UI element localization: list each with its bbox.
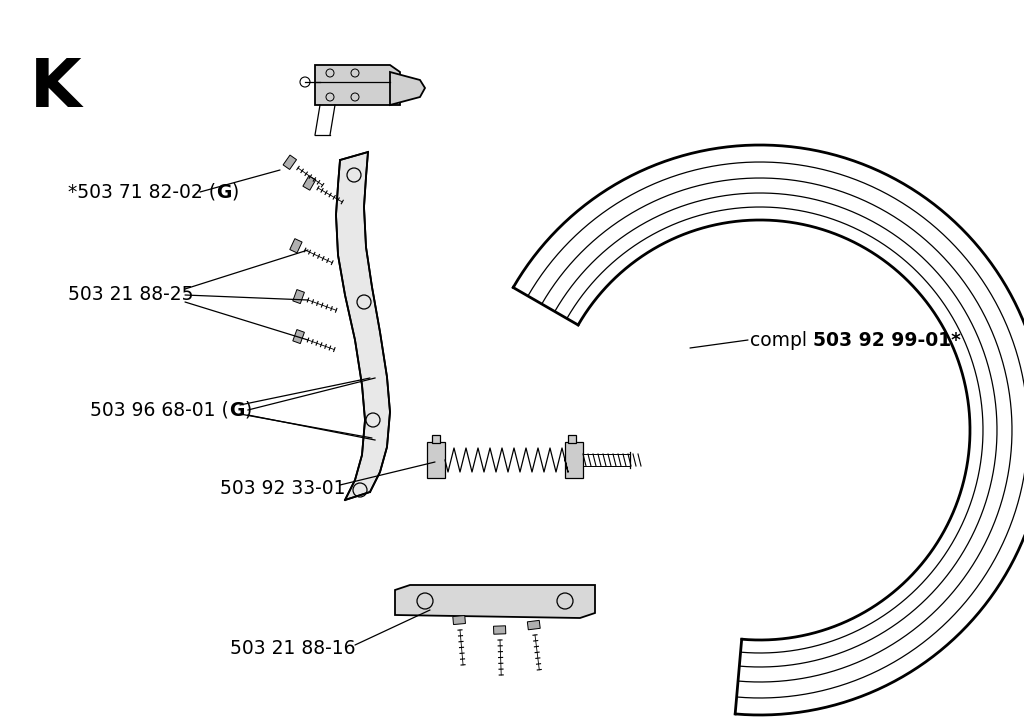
Polygon shape — [336, 152, 390, 500]
Polygon shape — [453, 615, 466, 625]
Polygon shape — [303, 176, 315, 190]
Polygon shape — [527, 620, 541, 630]
Polygon shape — [290, 239, 302, 253]
Text: G: G — [216, 182, 231, 201]
Polygon shape — [494, 626, 506, 634]
Bar — [432, 435, 440, 443]
Bar — [427, 442, 445, 478]
Text: ): ) — [231, 182, 239, 201]
Text: ): ) — [245, 400, 252, 419]
Polygon shape — [293, 329, 304, 344]
Text: 503 21 88-16: 503 21 88-16 — [230, 639, 355, 657]
Text: 503 96 68-01 (: 503 96 68-01 ( — [90, 400, 229, 419]
Text: G: G — [229, 400, 245, 419]
Text: *503 71 82-02 (: *503 71 82-02 ( — [68, 182, 216, 201]
Bar — [565, 442, 583, 478]
Polygon shape — [395, 585, 595, 618]
Text: compl: compl — [750, 330, 813, 350]
Polygon shape — [315, 65, 400, 105]
Polygon shape — [283, 155, 297, 169]
Polygon shape — [293, 290, 304, 303]
Text: 503 92 99-01*: 503 92 99-01* — [813, 330, 961, 350]
Bar — [568, 435, 575, 443]
Text: 503 21 88-25: 503 21 88-25 — [68, 285, 194, 305]
Polygon shape — [390, 72, 425, 105]
Text: 503 92 33-01: 503 92 33-01 — [220, 479, 345, 497]
Text: K: K — [30, 55, 82, 121]
